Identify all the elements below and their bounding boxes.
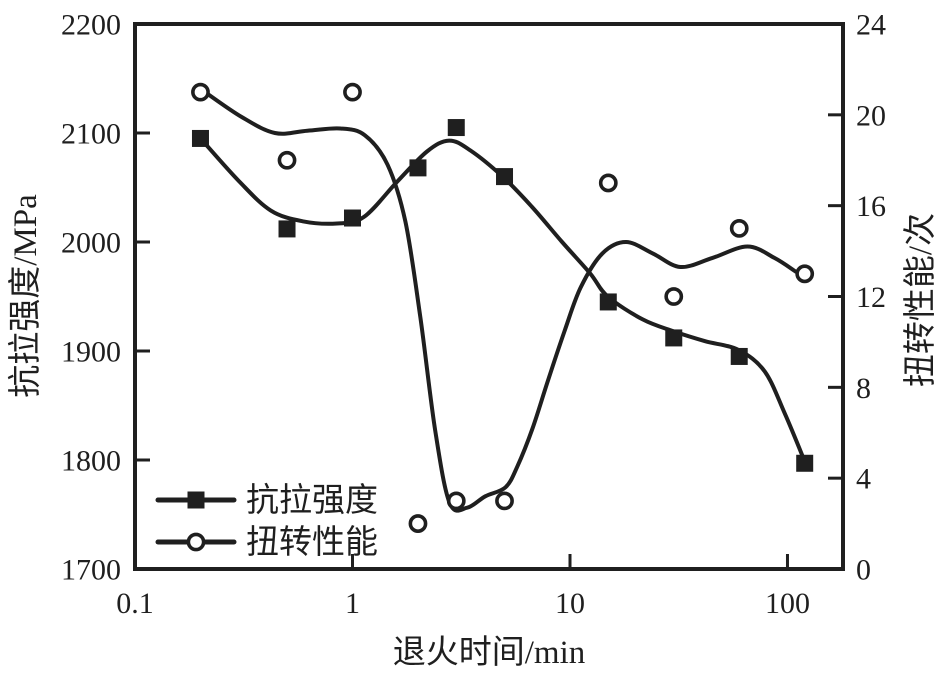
x-tick-label: 10 xyxy=(555,587,585,620)
legend-label-tensile: 抗拉强度 xyxy=(246,482,378,519)
y-left-tick-label: 2200 xyxy=(61,9,121,42)
torsion-data-point xyxy=(446,491,466,511)
tensile-data-point xyxy=(409,159,427,177)
tensile-data-point xyxy=(496,168,514,186)
torsion-data-point xyxy=(343,82,362,102)
y-left-tick-label: 1800 xyxy=(61,445,121,478)
legend-label-torsion: 扭转性能 xyxy=(246,524,378,561)
tensile-data-point xyxy=(796,454,814,472)
legend-square-marker-icon xyxy=(187,491,205,509)
tensile-strength-markers xyxy=(191,119,814,472)
torsion-data-point xyxy=(495,491,514,511)
y-right-tick-label: 0 xyxy=(856,554,871,587)
torsion-data-point xyxy=(191,82,210,102)
legend: 抗拉强度 扭转性能 xyxy=(155,482,378,561)
axes: 1700 1800 1900 2000 2100 2200 0 4 8 12 16 20 24 0.1 1 1… xyxy=(61,9,886,621)
x-tick-label: 100 xyxy=(765,587,810,620)
y-right-tick-label: 16 xyxy=(856,190,886,223)
torsion-data-point xyxy=(408,514,428,533)
torsion-data-point xyxy=(795,264,815,284)
y-right-tick-label: 24 xyxy=(856,9,886,42)
plot-border xyxy=(133,22,845,571)
y-left-tick-label: 2000 xyxy=(61,227,121,260)
y-right-axis-title: 扭转性能/次 xyxy=(902,213,939,387)
torsion-data-point xyxy=(664,287,684,306)
x-axis-title: 退火时间/min xyxy=(393,635,586,671)
torsion-performance-markers xyxy=(191,82,815,533)
y-left-tick-label: 1700 xyxy=(61,554,121,587)
tensile-strength-curve xyxy=(198,136,808,466)
y-left-tick-label: 1900 xyxy=(61,336,121,369)
y-right-tick-label: 4 xyxy=(856,463,871,496)
tensile-data-point xyxy=(343,209,361,227)
tensile-data-point xyxy=(191,129,209,147)
tensile-data-point xyxy=(599,293,617,311)
tensile-data-point xyxy=(447,119,465,137)
torsion-performance-curve xyxy=(203,90,798,513)
tensile-data-point xyxy=(665,329,683,347)
x-tick-label: 0.1 xyxy=(116,587,154,620)
torsion-data-point xyxy=(598,173,618,193)
y-left-tick-label: 2100 xyxy=(61,118,121,151)
y-right-tick-label: 20 xyxy=(856,99,886,132)
tensile-data-point xyxy=(730,347,748,365)
legend-circle-marker-icon xyxy=(186,532,206,552)
tensile-data-point xyxy=(278,220,296,238)
y-left-axis-title: 抗拉强度/MPa xyxy=(7,194,44,398)
y-right-tick-label: 12 xyxy=(856,281,886,314)
torsion-data-point xyxy=(277,150,297,170)
y-right-tick-label: 8 xyxy=(856,372,871,405)
torsion-data-point xyxy=(729,218,749,238)
x-tick-label: 1 xyxy=(345,587,360,620)
